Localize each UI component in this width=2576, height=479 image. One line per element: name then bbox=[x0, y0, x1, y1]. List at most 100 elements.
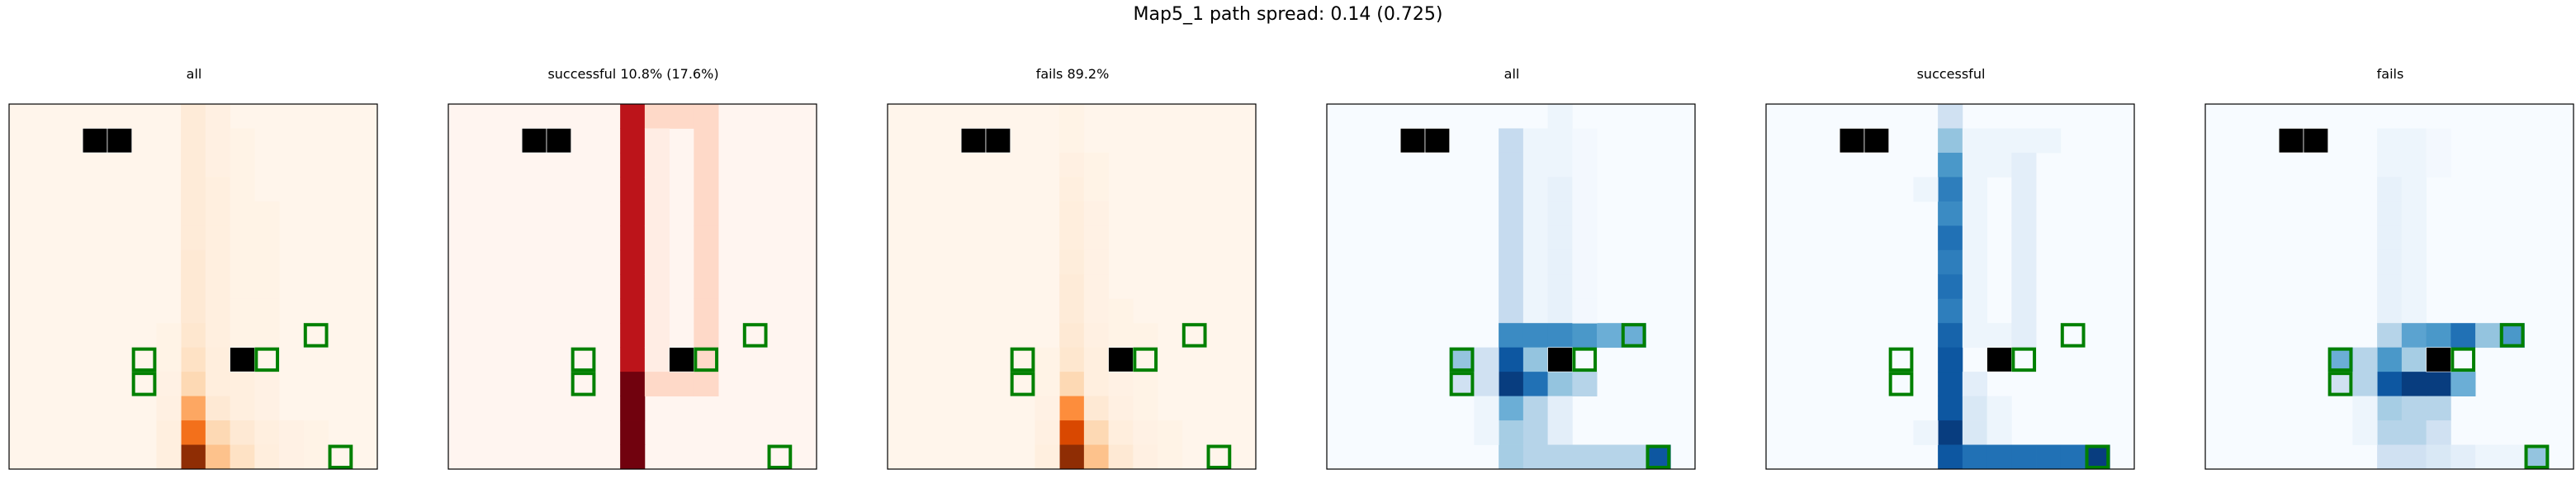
heatmap-cell bbox=[1059, 396, 1085, 421]
heatmap-cell bbox=[620, 444, 646, 470]
heatmap-cell bbox=[254, 298, 280, 324]
heatmap-cell bbox=[1572, 128, 1598, 154]
panel-title: all bbox=[1503, 66, 1520, 82]
heatmap-cell bbox=[2401, 201, 2427, 226]
obstacle-cell-edge bbox=[2303, 128, 2328, 154]
goal-cell-outline bbox=[2451, 347, 2476, 372]
heatmap-cell bbox=[1133, 420, 1158, 445]
heatmap-cell bbox=[644, 323, 670, 349]
heatmap-cell bbox=[1962, 177, 1987, 202]
heatmap-cell bbox=[2377, 372, 2403, 396]
heatmap-cell bbox=[694, 225, 719, 251]
heatmap-cell bbox=[1962, 274, 1987, 300]
heatmap-cell bbox=[2401, 298, 2427, 324]
heatmap-cell bbox=[1938, 201, 1963, 226]
goal-cell-outline bbox=[1010, 372, 1035, 396]
goal-cell-outline bbox=[1449, 372, 1475, 396]
heatmap-cell bbox=[1572, 372, 1598, 396]
heatmap-cell bbox=[1547, 152, 1573, 178]
heatmap-cell bbox=[644, 152, 670, 178]
heatmap-cell bbox=[1108, 420, 1134, 445]
heatmap-cell bbox=[1547, 298, 1573, 324]
goal-cell-outline bbox=[767, 444, 793, 469]
heatmap-cell bbox=[1522, 274, 1548, 300]
obstacle-cell bbox=[2279, 128, 2304, 153]
heatmap-cell bbox=[1962, 298, 1987, 324]
heatmap-cell bbox=[1158, 420, 1183, 445]
heatmap-cell bbox=[1938, 152, 1963, 178]
goal-cell-outline bbox=[131, 372, 157, 396]
obstacle-cell bbox=[1400, 128, 1425, 153]
heatmap-cell bbox=[1499, 225, 1524, 251]
heatmap-cell bbox=[1986, 323, 2012, 349]
heatmap-cell bbox=[1083, 347, 1109, 372]
heatmap-cell bbox=[1962, 372, 1987, 396]
obstacle-cell bbox=[961, 128, 986, 153]
heatmap-cell bbox=[1962, 444, 1987, 470]
heatmap-cell bbox=[1059, 372, 1085, 396]
heatmap-cell bbox=[205, 372, 230, 396]
heatmap-cell bbox=[1083, 274, 1109, 300]
heatmap-cell bbox=[254, 372, 280, 396]
heatmap-cell bbox=[644, 128, 670, 154]
obstacle-cell-edge bbox=[1986, 347, 2012, 372]
heatmap-cell bbox=[1547, 225, 1573, 251]
heatmap-cell bbox=[205, 152, 230, 178]
heatmap-panel-successful-reds: successful 10.8% (17.6%) bbox=[447, 66, 819, 471]
heatmap-cell bbox=[1938, 128, 1963, 154]
heatmap-cell bbox=[1133, 372, 1158, 396]
heatmap-cell bbox=[2499, 444, 2525, 470]
heatmap-cell bbox=[2426, 444, 2451, 470]
goal-cell-outline bbox=[303, 323, 329, 348]
heatmap-cell bbox=[254, 323, 280, 349]
goal-cell-outline bbox=[2085, 444, 2110, 469]
heatmap-cell bbox=[205, 249, 230, 275]
heatmap-cell bbox=[694, 274, 719, 300]
obstacle-cell bbox=[985, 128, 1011, 153]
heatmap-cell bbox=[2377, 152, 2403, 178]
heatmap-cell bbox=[669, 104, 694, 129]
heatmap-cell bbox=[205, 396, 230, 421]
heatmap-cell bbox=[644, 372, 670, 396]
heatmap-cell bbox=[1083, 298, 1109, 324]
obstacle-cell bbox=[1424, 128, 1450, 153]
heatmap-cell bbox=[205, 420, 230, 445]
heatmap-cell bbox=[1547, 104, 1573, 129]
heatmap-cell bbox=[303, 420, 329, 445]
heatmap-panel-all-blues: all bbox=[1326, 66, 1698, 471]
heatmap-cell bbox=[2377, 420, 2403, 445]
heatmap-cell bbox=[644, 225, 670, 251]
heatmap-cell bbox=[2377, 298, 2403, 324]
heatmap-cell bbox=[1133, 444, 1158, 470]
heatmap-frame bbox=[447, 103, 817, 470]
heatmap-cell bbox=[694, 298, 719, 324]
heatmap-cell bbox=[2426, 372, 2451, 396]
heatmap-cell bbox=[156, 347, 182, 372]
obstacle-cell bbox=[1863, 128, 1889, 153]
heatmap-cell bbox=[2451, 372, 2476, 396]
heatmap-cell bbox=[1547, 444, 1573, 470]
heatmap-cell bbox=[1499, 444, 1524, 470]
heatmap-cell bbox=[1522, 298, 1548, 324]
heatmap-cell bbox=[694, 249, 719, 275]
heatmap-cell bbox=[205, 201, 230, 226]
heatmap-plot bbox=[2204, 103, 2574, 470]
heatmap-cell bbox=[1522, 323, 1548, 349]
heatmap-cell bbox=[1108, 372, 1134, 396]
heatmap-cell bbox=[1522, 420, 1548, 445]
goal-cell-outline bbox=[2060, 323, 2086, 348]
heatmap-cell bbox=[1547, 396, 1573, 421]
heatmap-cell bbox=[644, 177, 670, 202]
heatmap-cell bbox=[2401, 372, 2427, 396]
heatmap-cell bbox=[1499, 347, 1524, 372]
goal-cell-outline bbox=[742, 323, 768, 348]
heatmap-plot bbox=[887, 103, 1257, 470]
heatmap-cell bbox=[1572, 274, 1598, 300]
panel-title: fails bbox=[2376, 66, 2404, 82]
obstacle-cell-edge bbox=[1863, 128, 1889, 154]
heatmap-cell bbox=[1059, 152, 1085, 178]
heatmap-cell bbox=[1059, 298, 1085, 324]
heatmap-frame bbox=[1765, 103, 2135, 470]
heatmap-cell bbox=[2377, 249, 2403, 275]
heatmap-cell bbox=[1938, 177, 1963, 202]
